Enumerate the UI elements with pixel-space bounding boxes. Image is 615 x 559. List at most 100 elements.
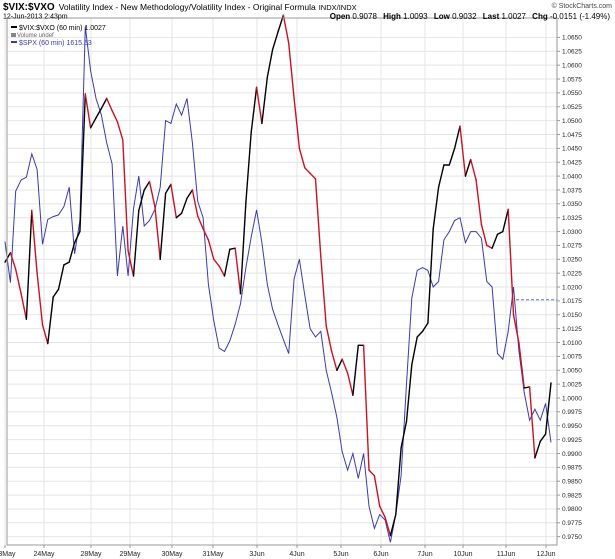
x-tick-label: 5Jun bbox=[333, 551, 348, 558]
y-tick-label: 1.0425 bbox=[562, 160, 582, 167]
ratio-segment bbox=[518, 341, 525, 389]
spx-line bbox=[4, 26, 552, 543]
high-label: High bbox=[383, 12, 401, 21]
ratio-segment bbox=[63, 261, 70, 266]
y-tick-label: 1.0275 bbox=[562, 243, 582, 250]
ratio-segment bbox=[116, 120, 124, 141]
ratio-segment bbox=[239, 201, 247, 295]
y-tick-label: 1.0000 bbox=[562, 395, 582, 402]
spx-series bbox=[4, 26, 552, 543]
ratio-segment bbox=[25, 209, 33, 320]
chart-title: $VIX:$VXO Volatility Index - New Methodol… bbox=[3, 2, 357, 13]
ratio-segment bbox=[373, 475, 381, 507]
ratio-segment bbox=[336, 358, 343, 371]
ratio-segment bbox=[309, 172, 317, 180]
ratio-segment bbox=[213, 258, 220, 267]
ratio-segment bbox=[534, 440, 541, 459]
ratio-segment bbox=[68, 241, 76, 263]
ratio-segment bbox=[202, 228, 210, 241]
legend-entry-spx: $SPX (60 min) 1615.53 bbox=[19, 40, 92, 47]
ratio-segment bbox=[330, 350, 338, 371]
y-tick-label: 1.0450 bbox=[562, 146, 582, 153]
ratio-segment bbox=[57, 264, 65, 290]
ratio-segment bbox=[320, 255, 327, 327]
ratio-segment bbox=[95, 107, 103, 119]
ratio-series bbox=[4, 14, 552, 537]
ratio-segment bbox=[4, 251, 12, 263]
ratio-segment bbox=[111, 109, 119, 123]
legend: $VIX:$VXO (60 min) 1.0027 Volume undef $… bbox=[11, 25, 106, 47]
x-tick-label: 30May bbox=[161, 551, 183, 558]
ratio-segment bbox=[389, 513, 397, 537]
y-tick-label: 1.0325 bbox=[562, 215, 582, 222]
ratio-segment bbox=[186, 189, 194, 200]
ratio-segment bbox=[411, 336, 418, 366]
ratio-segment bbox=[41, 324, 49, 345]
x-tick-label: 23May bbox=[0, 551, 16, 558]
chg-value: -0.0151 (-1.49%) bbox=[550, 12, 610, 21]
plot-frame bbox=[6, 17, 558, 546]
x-tick-label: 10Jun bbox=[453, 551, 472, 558]
ratio-segment bbox=[464, 158, 472, 177]
ratio-segment bbox=[453, 125, 461, 150]
ratio-segment bbox=[314, 178, 322, 258]
ratio-segment bbox=[52, 288, 60, 298]
y-tick-label: 1.0600 bbox=[562, 62, 582, 69]
ratio-segment bbox=[84, 93, 92, 129]
ratio-segment bbox=[9, 251, 17, 270]
y-tick-label: 0.9750 bbox=[562, 534, 582, 541]
ratio-segment bbox=[421, 322, 429, 333]
ratio-segment bbox=[143, 180, 151, 191]
legend-entry-volume: Volume undef bbox=[17, 33, 54, 39]
y-tick-label: 1.0250 bbox=[562, 257, 582, 264]
ratio-segment bbox=[362, 344, 370, 471]
ratio-segment bbox=[512, 314, 520, 344]
y-tick-label: 0.9925 bbox=[562, 437, 582, 444]
ratio-segment bbox=[384, 516, 392, 537]
open-value: 0.9078 bbox=[352, 12, 377, 21]
ratio-segment bbox=[480, 223, 488, 247]
y-tick-label: 1.0125 bbox=[562, 326, 582, 333]
ratio-segment bbox=[89, 117, 97, 129]
ratio-segment bbox=[261, 76, 268, 125]
ratio-segment bbox=[180, 197, 188, 215]
y-tick-label: 1.0075 bbox=[562, 354, 582, 361]
ratio-segment bbox=[132, 209, 140, 277]
y-tick-label: 1.0150 bbox=[562, 312, 582, 319]
ratio-segment bbox=[148, 180, 156, 208]
last-label: Last bbox=[483, 12, 500, 21]
ratio-segment bbox=[379, 505, 386, 518]
y-tick-label: 1.0400 bbox=[562, 173, 582, 180]
ratio-segment bbox=[196, 215, 204, 230]
ratio-segment bbox=[304, 167, 311, 175]
high-value: 1.0093 bbox=[403, 12, 428, 21]
ratio-segment bbox=[400, 420, 408, 449]
x-tick-label: 3Jun bbox=[249, 551, 264, 558]
y-tick-label: 1.0175 bbox=[562, 298, 582, 305]
legend-swatch-volume bbox=[11, 33, 16, 37]
ratio-segment bbox=[271, 31, 279, 51]
ratio-segment bbox=[138, 189, 145, 212]
low-label: Low bbox=[434, 12, 451, 21]
x-tick-label: 11Jun bbox=[497, 551, 516, 558]
ratio-segment bbox=[352, 344, 359, 396]
y-tick-label: 1.0475 bbox=[562, 132, 582, 139]
y-tick-label: 1.0500 bbox=[562, 118, 582, 125]
grid bbox=[4, 18, 557, 545]
y-tick-label: 1.0100 bbox=[562, 340, 582, 347]
ratio-segment bbox=[245, 131, 252, 203]
ratio-segment bbox=[36, 272, 44, 326]
y-tick-label: 1.0025 bbox=[562, 381, 582, 388]
ratio-segment bbox=[105, 97, 113, 112]
x-tick-label: 31May bbox=[202, 551, 224, 558]
y-tick-label: 1.0550 bbox=[562, 90, 582, 97]
ratio-segment bbox=[432, 186, 440, 230]
ratio-segment bbox=[496, 230, 504, 236]
ratio-segment bbox=[255, 86, 263, 125]
ratio-segment bbox=[250, 86, 258, 134]
ratio-segment bbox=[127, 250, 135, 277]
ratio-segment bbox=[266, 48, 274, 79]
ratio-segment bbox=[544, 382, 552, 435]
